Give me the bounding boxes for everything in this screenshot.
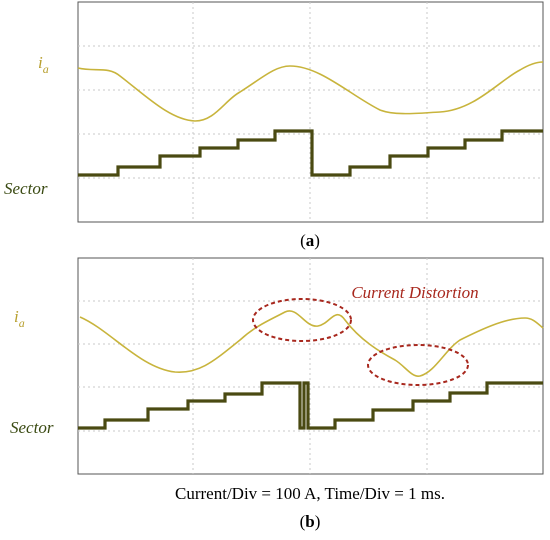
paren: ( — [300, 231, 306, 250]
subscript: a — [19, 316, 25, 330]
current-label: ia — [14, 307, 25, 330]
current-label: ia — [38, 53, 49, 76]
sector-waveform — [78, 129, 543, 177]
sector-label: Sector — [10, 418, 54, 437]
subscript: a — [43, 62, 49, 76]
grid — [78, 258, 543, 474]
distortion-ellipse — [252, 298, 352, 342]
symbol: i — [38, 53, 43, 72]
caption: (b) — [300, 512, 321, 531]
settings-caption: Current/Div = 100 A, Time/Div = 1 ms. — [175, 484, 445, 503]
sector-label: Sector — [4, 179, 48, 198]
paren: ) — [314, 231, 320, 250]
panel-b: Current Distortion ia Sector Current/Div… — [10, 257, 544, 531]
paren: ) — [315, 512, 321, 531]
caption: (a) — [300, 231, 320, 250]
current-waveform — [79, 310, 544, 377]
symbol: i — [14, 307, 19, 326]
caption-letter: a — [306, 231, 315, 250]
sector-waveform — [78, 381, 543, 430]
caption-letter: b — [305, 512, 314, 531]
panel-a: ia Sector (a) — [4, 1, 544, 250]
annotation: Current Distortion — [351, 283, 478, 302]
distortion-ellipse — [367, 344, 469, 386]
paren: ( — [300, 512, 306, 531]
current-waveform — [77, 61, 544, 122]
